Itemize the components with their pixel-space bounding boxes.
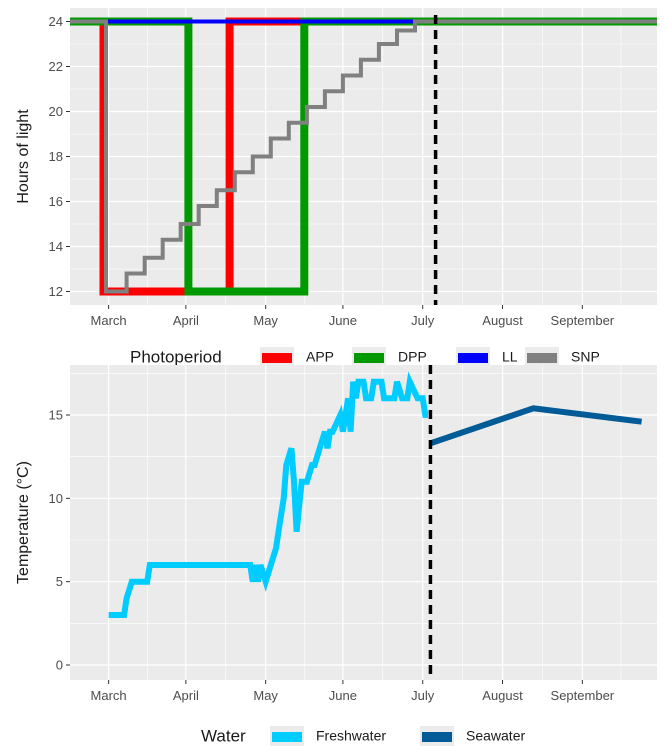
y-tick-label: 22 [49, 59, 63, 74]
y-tick-label: 14 [49, 239, 63, 254]
top-y-axis-title: Hours of light [15, 109, 32, 204]
x-tick-label: April [173, 688, 199, 703]
x-tick-label: July [411, 313, 435, 328]
y-tick-label: 0 [56, 658, 63, 673]
bottom-y-tick-labels: 0 5 10 15 [49, 408, 70, 673]
y-tick-label: 18 [49, 149, 63, 164]
legend-title: Water [201, 726, 246, 745]
legend-label-snp: SNP [571, 349, 600, 365]
series-line-snp [70, 19, 657, 294]
x-tick-label: July [411, 688, 435, 703]
legend-key-freshwater [272, 732, 302, 742]
x-tick-label: May [253, 688, 278, 703]
legend-label-dpp: DPP [398, 349, 427, 365]
legend-key-app [262, 353, 292, 363]
series-line-seawater [429, 405, 642, 447]
x-tick-label: August [482, 313, 523, 328]
legend-label-seawater: Seawater [466, 728, 525, 744]
bottom-x-tick-labels: March April May June July August September [91, 680, 615, 703]
x-tick-label: September [551, 313, 615, 328]
legend-label-freshwater: Freshwater [316, 728, 386, 744]
photoperiod-legend: Photoperiod APP DPP LL SNP [130, 347, 600, 369]
photoperiod-panel: 12 14 16 18 20 22 24 March April May June July Augu… [15, 8, 657, 369]
x-tick-label: September [551, 688, 615, 703]
x-tick-label: May [253, 313, 278, 328]
bottom-plot-background [70, 365, 657, 680]
bottom-series-lines [108, 371, 642, 618]
water-legend: Water Freshwater Seawater [201, 726, 525, 746]
x-tick-label: June [329, 688, 357, 703]
legend-key-seawater [422, 732, 452, 742]
temperature-panel: 0 5 10 15 March April May June July August Septem… [15, 365, 657, 746]
x-tick-label: March [91, 688, 127, 703]
legend-key-snp [527, 353, 557, 363]
legend-label-app: APP [306, 349, 334, 365]
bottom-y-axis-title: Temperature (°C) [15, 461, 32, 584]
x-tick-label: April [173, 313, 199, 328]
legend-key-ll [458, 353, 488, 363]
y-tick-label: 10 [49, 491, 63, 506]
x-tick-label: June [329, 313, 357, 328]
legend-label-ll: LL [502, 349, 518, 365]
y-tick-label: 24 [49, 14, 63, 29]
x-tick-label: August [482, 688, 523, 703]
series-line-freshwater [108, 371, 429, 618]
y-tick-label: 20 [49, 104, 63, 119]
y-tick-label: 16 [49, 194, 63, 209]
top-y-tick-labels: 12 14 16 18 20 22 24 [49, 14, 70, 299]
x-tick-label: March [91, 313, 127, 328]
y-tick-label: 15 [49, 408, 63, 423]
legend-title: Photoperiod [130, 347, 222, 366]
legend-key-dpp [354, 353, 384, 363]
y-tick-label: 5 [56, 574, 63, 589]
top-series-lines [70, 17, 657, 296]
top-x-tick-labels: March April May June July August September [91, 305, 615, 328]
y-tick-label: 12 [49, 284, 63, 299]
